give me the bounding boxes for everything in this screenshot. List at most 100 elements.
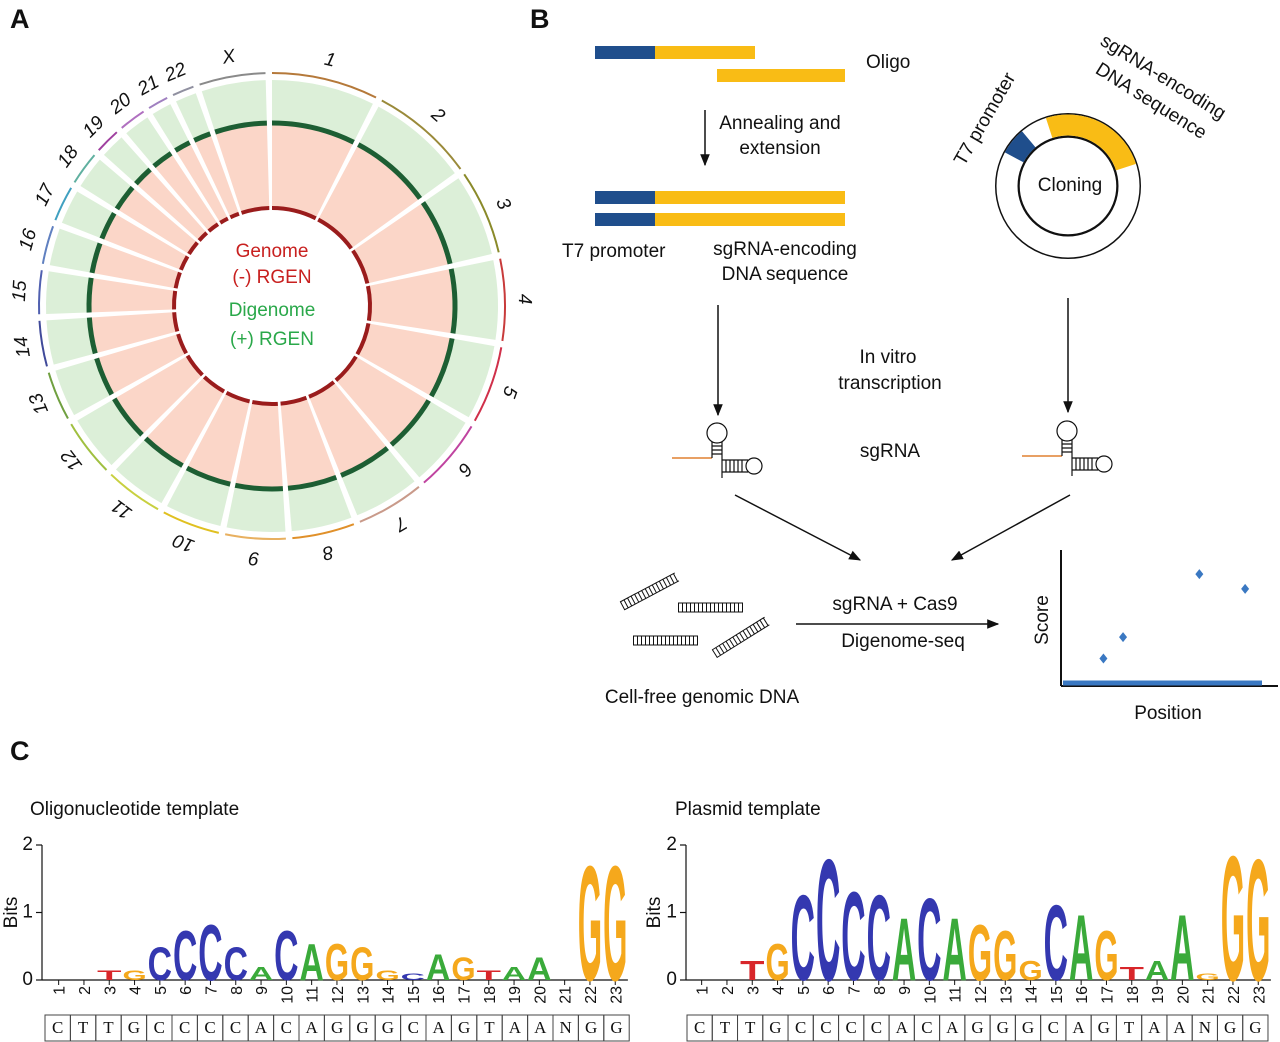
- x-tick-label: 8: [872, 986, 889, 995]
- logo-letter: C: [274, 916, 298, 995]
- chromosome-label: 18: [54, 142, 84, 172]
- label: Cell-free genomic DNA: [605, 687, 800, 708]
- x-tick-label: 16: [1074, 986, 1091, 1004]
- chromosome-arc: [199, 72, 266, 86]
- x-tick-label: 5: [153, 986, 170, 995]
- sequence-letter: T: [103, 1018, 114, 1037]
- sequence-letter: C: [230, 1018, 241, 1037]
- x-tick-label: 8: [229, 986, 246, 995]
- x-tick-label: 20: [1175, 986, 1192, 1004]
- chromosome-label: 5: [498, 383, 521, 400]
- digenome-track: [359, 106, 455, 198]
- x-tick-label: 9: [897, 986, 914, 995]
- chromosome-label: 15: [9, 279, 31, 302]
- sequence-letter: A: [255, 1018, 268, 1037]
- chromosome-arc: [97, 131, 118, 151]
- genome-ring: [172, 312, 180, 332]
- genome-ring: [240, 206, 270, 215]
- logo-title: Oligonucleotide template: [30, 799, 239, 820]
- digenome-track: [167, 469, 230, 527]
- x-tick-label: 7: [846, 986, 863, 995]
- genome-ring: [173, 271, 182, 289]
- label: In vitro: [859, 347, 916, 368]
- chromosome-arc: [224, 533, 286, 540]
- logo-letter: C: [148, 938, 172, 991]
- digenome-ring: [429, 338, 455, 398]
- chromosome-arc: [38, 320, 48, 367]
- logo-letter: T: [1120, 963, 1144, 984]
- digenome-track: [288, 479, 352, 532]
- digenome-ring: [86, 317, 98, 355]
- digenome-ring: [112, 397, 144, 437]
- logo-letter: G: [375, 968, 399, 984]
- x-tick-label: 19: [1150, 986, 1167, 1004]
- logo-letter: G: [1246, 824, 1270, 1017]
- logo-letter: G: [325, 934, 349, 992]
- chromosome-label: 20: [105, 89, 136, 119]
- chromosome-arc: [38, 270, 43, 315]
- sequence-letter: A: [509, 1018, 522, 1037]
- logo-letter: G: [1221, 820, 1245, 1019]
- digenome-ring: [134, 167, 152, 186]
- label: DNA sequence: [722, 264, 849, 285]
- x-tick-label: 21: [558, 986, 575, 1004]
- label: sgRNA-encoding: [713, 239, 857, 260]
- sequence-letter: N: [560, 1018, 572, 1037]
- x-tick-label: 13: [998, 986, 1015, 1004]
- sequence-letter: G: [331, 1018, 343, 1037]
- sequence-letter: G: [585, 1018, 597, 1037]
- chromosome-arc: [163, 511, 220, 534]
- chromosome-label: 12: [57, 445, 87, 475]
- logo-letter: A: [426, 946, 450, 988]
- digenome-ring: [214, 120, 267, 135]
- genome-ring: [355, 322, 371, 356]
- sequence-letter: G: [997, 1018, 1009, 1037]
- chromosome-arc: [110, 473, 159, 511]
- x-tick-label: 1: [695, 986, 712, 995]
- genome-ring: [185, 354, 204, 377]
- label: Oligo: [866, 52, 910, 73]
- x-tick-label: 18: [482, 986, 499, 1004]
- chromosome-arc: [423, 425, 473, 484]
- digenome-ring: [174, 140, 191, 153]
- genome-track: [103, 214, 187, 270]
- sequence-letter: C: [694, 1018, 705, 1037]
- digenome-ring: [287, 474, 338, 491]
- sequence-letter: T: [720, 1018, 731, 1037]
- center-label: (+) RGEN: [230, 329, 314, 350]
- genome-ring: [251, 400, 278, 406]
- sequence-letter: A: [946, 1018, 959, 1037]
- genome-ring: [280, 395, 308, 406]
- chromosome-label: 17: [31, 180, 60, 209]
- digenome-ring: [185, 465, 231, 487]
- chromosome-label: 22: [161, 59, 190, 87]
- sequence-letter: N: [1199, 1018, 1211, 1037]
- axis-label: Score: [1032, 595, 1053, 645]
- digenome-track: [61, 191, 113, 238]
- sequence-letter: A: [534, 1018, 547, 1037]
- genome-ring: [334, 355, 358, 382]
- chromosome-label: X: [220, 46, 238, 69]
- x-tick-label: 6: [821, 986, 838, 995]
- logo-letter: G: [765, 934, 789, 992]
- genome-ring: [219, 216, 229, 225]
- digenome-track: [272, 80, 373, 141]
- chromosome-arc: [47, 372, 69, 419]
- sequence-letter: G: [458, 1018, 470, 1037]
- x-tick-label: 3: [102, 986, 119, 995]
- digenome-ring: [448, 268, 458, 334]
- logo-letter: G: [603, 833, 627, 1016]
- genome-ring: [207, 222, 220, 233]
- digenome-track: [46, 317, 94, 365]
- point: [1119, 632, 1128, 643]
- x-tick-label: 13: [355, 986, 372, 1004]
- sequence-letter: T: [1124, 1018, 1135, 1037]
- x-tick-label: 2: [720, 986, 737, 995]
- genome-track: [98, 334, 186, 394]
- genome-track: [309, 382, 387, 474]
- chromosome-label: 13: [25, 389, 53, 417]
- sequence-letter: G: [971, 1018, 983, 1037]
- chromosome-arc: [381, 99, 462, 170]
- digenome-track: [341, 449, 415, 516]
- chromosome-arc: [73, 154, 96, 183]
